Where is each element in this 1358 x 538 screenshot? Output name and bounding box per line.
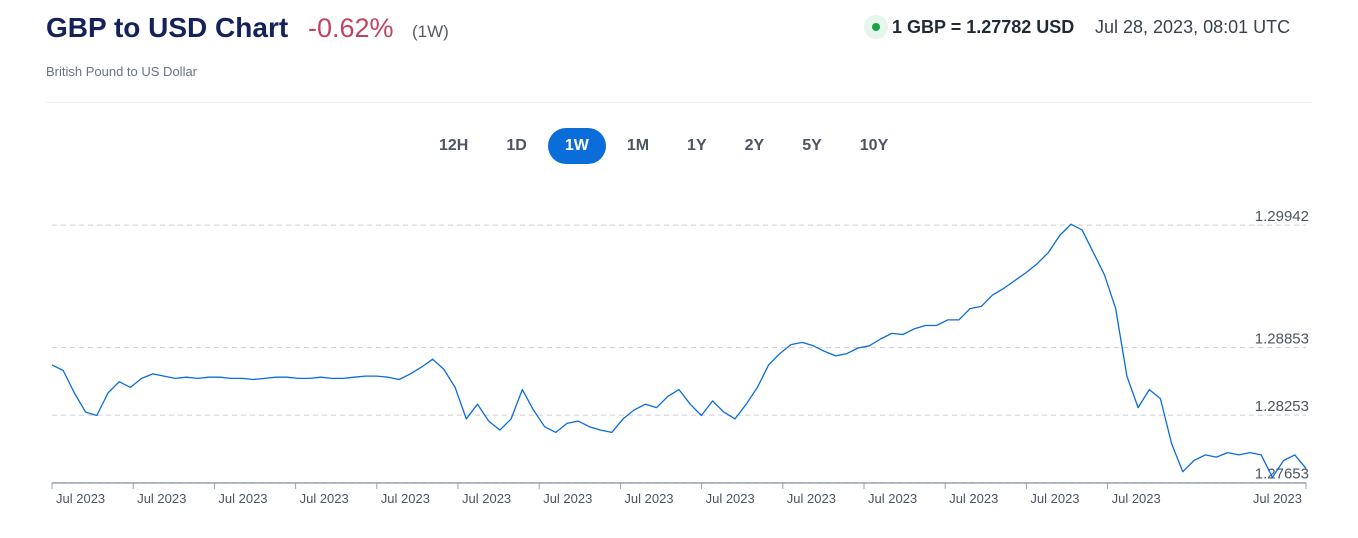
tab-1y[interactable]: 1Y [687, 137, 707, 154]
x-tick-label: Jul 2023 [381, 491, 430, 506]
x-tick-label: Jul 2023 [1030, 491, 1079, 506]
x-tick-label: Jul 2023 [624, 491, 673, 506]
y-tick-label: 1.28253 [1255, 398, 1309, 415]
x-tick-label: Jul 2023 [137, 491, 186, 506]
tab-12h[interactable]: 12H [439, 137, 469, 154]
status-dot [872, 23, 880, 31]
tab-2y[interactable]: 2Y [744, 137, 765, 154]
x-tick-label: Jul 2023 [1112, 491, 1161, 506]
percent-change: -0.62% [308, 13, 394, 43]
exchange-rate: 1 GBP = 1.27782 USD [892, 17, 1075, 37]
x-tick-label: Jul 2023 [300, 491, 349, 506]
y-tick-label: 1.29942 [1255, 208, 1309, 225]
y-tick-label: 1.27653 [1255, 466, 1309, 483]
x-tick-label: Jul 2023 [56, 491, 105, 506]
page-subtitle: British Pound to US Dollar [46, 64, 198, 79]
tab-5y[interactable]: 5Y [802, 137, 822, 154]
x-tick-label: Jul 2023 [1253, 491, 1302, 506]
tab-1w[interactable]: 1W [547, 128, 606, 164]
header-divider [46, 102, 1312, 103]
x-tick-label: Jul 2023 [543, 491, 592, 506]
x-tick-label: Jul 2023 [787, 491, 836, 506]
y-tick-label: 1.28853 [1255, 331, 1309, 348]
x-tick-label: Jul 2023 [949, 491, 998, 506]
range-tabs: 12H 1D 1W 1M 1Y 2Y 5Y 10Y [422, 128, 909, 164]
rate-timestamp: Jul 28, 2023, 08:01 UTC [1095, 17, 1291, 37]
x-tick-label: Jul 2023 [218, 491, 267, 506]
series-line [51, 223, 1307, 479]
tab-10y[interactable]: 10Y [859, 137, 889, 154]
page-title: GBP to USD Chart [46, 12, 289, 43]
x-tick-label: Jul 2023 [706, 491, 755, 506]
x-tick-label: Jul 2023 [868, 491, 917, 506]
tab-1d[interactable]: 1D [506, 137, 527, 154]
period-label: (1W) [412, 22, 449, 41]
tab-1m[interactable]: 1M [626, 137, 650, 154]
live-status-icon [864, 15, 888, 39]
x-tick-label: Jul 2023 [462, 491, 511, 506]
